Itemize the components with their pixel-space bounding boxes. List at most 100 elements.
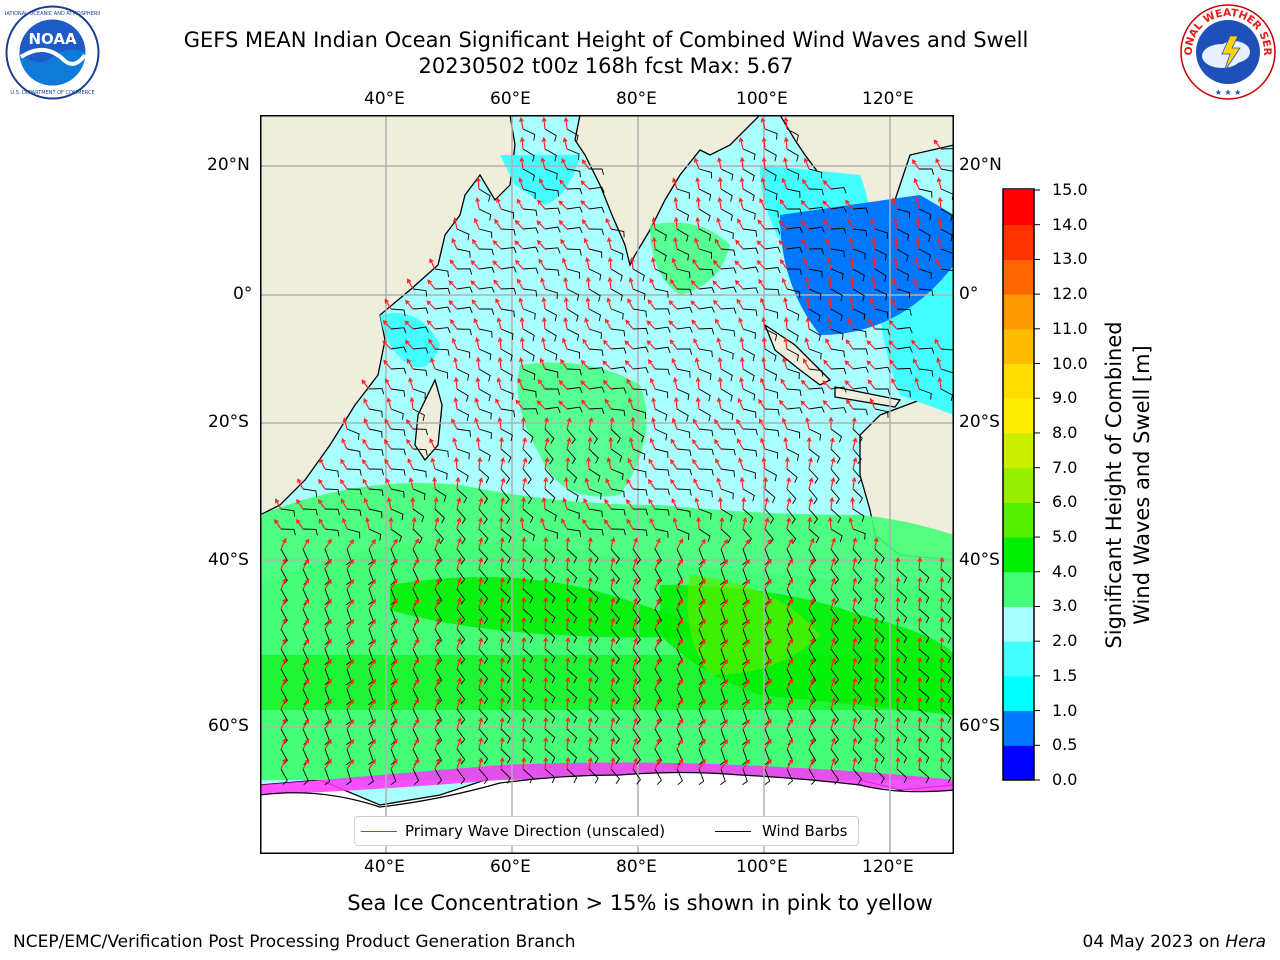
wind-barb bbox=[852, 408, 868, 416]
wind-barb bbox=[588, 268, 602, 281]
wind-barb bbox=[522, 288, 538, 297]
wave-direction-arrow bbox=[492, 260, 502, 270]
wave-direction-arrow bbox=[895, 696, 901, 710]
wave-direction-arrow bbox=[852, 697, 858, 710]
wave-direction-arrow bbox=[632, 617, 638, 630]
wind-barb bbox=[654, 688, 662, 705]
wind-barb bbox=[918, 188, 933, 198]
wave-direction-arrow bbox=[428, 338, 436, 350]
wind-barb bbox=[610, 528, 626, 536]
wave-direction-arrow bbox=[497, 336, 503, 350]
wind-barb bbox=[830, 488, 840, 505]
wave-direction-arrow bbox=[499, 536, 505, 550]
wind-barb bbox=[852, 386, 869, 394]
wind-barb bbox=[918, 268, 932, 280]
wave-direction-arrow bbox=[717, 356, 723, 370]
wind-barb bbox=[676, 288, 692, 296]
wind-barb bbox=[346, 448, 361, 458]
wave-direction-arrow bbox=[822, 179, 832, 190]
wind-barb bbox=[742, 468, 756, 480]
wave-direction-arrow bbox=[543, 676, 549, 690]
wave-direction-arrow bbox=[654, 557, 661, 570]
colorbar-tick-label: 0.0 bbox=[1052, 770, 1078, 789]
colorbar-band bbox=[1003, 710, 1034, 746]
wave-direction-arrow bbox=[822, 399, 832, 410]
wave-direction-arrow bbox=[778, 399, 788, 410]
wave-direction-arrow bbox=[760, 377, 766, 390]
wind-barb bbox=[544, 226, 561, 233]
wave-direction-arrow bbox=[434, 717, 441, 730]
wind-barb bbox=[764, 468, 777, 482]
wave-direction-arrow bbox=[624, 340, 634, 350]
wind-barb bbox=[830, 206, 847, 213]
wave-direction-arrow bbox=[648, 458, 656, 470]
wave-direction-arrow bbox=[742, 598, 751, 610]
wave-direction-arrow bbox=[673, 236, 678, 250]
wind-barb bbox=[610, 608, 620, 625]
wave-direction-arrow bbox=[668, 300, 678, 310]
wave-direction-arrow bbox=[873, 696, 879, 710]
wave-direction-arrow bbox=[632, 677, 638, 690]
wind-barb bbox=[544, 588, 556, 604]
wind-barb bbox=[808, 188, 824, 196]
wind-barb bbox=[654, 568, 662, 585]
wind-barb bbox=[830, 688, 840, 705]
wave-direction-arrow bbox=[764, 638, 772, 650]
wave-direction-arrow bbox=[296, 498, 304, 510]
wind-barb bbox=[786, 188, 801, 198]
wave-direction-arrow bbox=[695, 176, 701, 190]
wind-barb bbox=[566, 328, 580, 341]
wave-direction-arrow bbox=[651, 396, 656, 410]
colorbar-tick-label: 1.5 bbox=[1052, 665, 1078, 685]
wave-direction-arrow bbox=[698, 638, 706, 650]
wind-barb bbox=[522, 488, 533, 505]
wind-barb bbox=[786, 208, 803, 215]
wave-direction-arrow bbox=[742, 658, 751, 670]
wind-barb bbox=[566, 348, 580, 359]
wave-direction-arrow bbox=[478, 557, 484, 570]
vector-field bbox=[274, 116, 954, 786]
wave-direction-arrow bbox=[873, 656, 879, 670]
wave-direction-arrow bbox=[911, 339, 920, 350]
wave-direction-arrow bbox=[610, 737, 616, 750]
wind-barb bbox=[500, 488, 510, 505]
wind-barb bbox=[522, 308, 536, 320]
wind-barb bbox=[566, 308, 579, 322]
wind-barb bbox=[566, 206, 583, 213]
wind-barb bbox=[544, 148, 557, 162]
wind-barb bbox=[610, 728, 620, 745]
wave-direction-arrow bbox=[646, 340, 656, 350]
wind-barb bbox=[720, 228, 734, 240]
wind-barb bbox=[566, 688, 578, 704]
wind-barb bbox=[940, 728, 952, 744]
wave-direction-arrow bbox=[434, 557, 441, 570]
wave-direction-arrow bbox=[540, 157, 546, 170]
wind-barb bbox=[610, 508, 626, 516]
wind-barb bbox=[632, 468, 647, 478]
wave-direction-arrow bbox=[517, 377, 524, 390]
wave-direction-arrow bbox=[830, 637, 836, 650]
wave-direction-arrow bbox=[302, 678, 310, 690]
wind-barb bbox=[896, 588, 908, 604]
wind-barb bbox=[434, 768, 443, 785]
wave-direction-arrow bbox=[559, 179, 568, 190]
wind-barb bbox=[522, 568, 534, 584]
wind-barb bbox=[566, 568, 578, 584]
wave-direction-arrow bbox=[758, 278, 766, 290]
wind-barb bbox=[566, 748, 578, 764]
wave-direction-arrow bbox=[676, 638, 684, 650]
wind-barb bbox=[544, 128, 557, 142]
wave-direction-arrow bbox=[475, 176, 481, 190]
wave-direction-arrow bbox=[786, 698, 793, 710]
colorbar-band bbox=[1003, 606, 1034, 642]
wave-direction-arrow bbox=[695, 196, 701, 210]
wind-barb bbox=[654, 628, 662, 645]
wave-direction-arrow bbox=[937, 216, 943, 230]
wind-barb bbox=[434, 368, 448, 379]
wind-barb bbox=[764, 168, 777, 182]
wave-direction-arrow bbox=[565, 556, 571, 570]
wind-barb bbox=[654, 528, 669, 538]
wind-barb bbox=[324, 528, 340, 537]
wind-barb bbox=[544, 708, 556, 724]
wind-barb bbox=[588, 228, 604, 236]
